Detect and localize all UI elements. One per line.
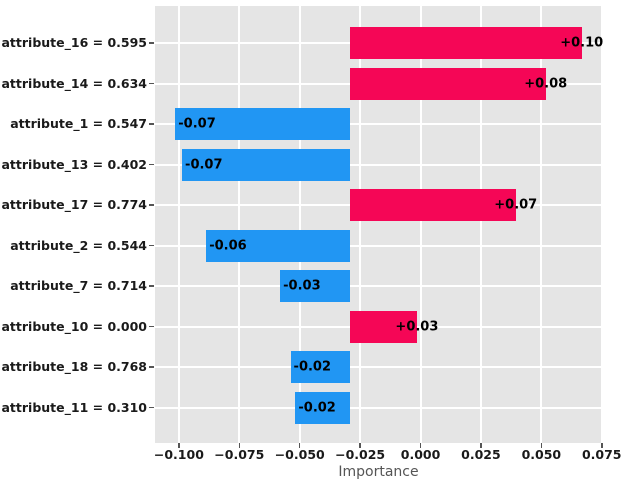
x-tick — [178, 443, 180, 448]
x-tick — [298, 443, 301, 448]
x-tick — [540, 443, 543, 448]
bar-attribute_11 — [295, 391, 351, 424]
bar-attribute_16 — [350, 27, 582, 59]
bar-attribute_2 — [206, 229, 351, 262]
y-tick — [149, 204, 154, 206]
bar-attribute_7 — [280, 270, 351, 302]
y-tick — [149, 42, 154, 44]
bar-attribute_10 — [350, 310, 417, 343]
v-gridline — [177, 6, 180, 443]
x-tick — [601, 443, 603, 448]
y-tick — [149, 285, 154, 287]
h-gridline — [155, 244, 602, 247]
h-gridline — [155, 285, 602, 287]
y-tick — [149, 163, 154, 166]
x-tick-label: 0.050 — [521, 447, 562, 462]
bar-value-label: -0.02 — [293, 359, 332, 375]
y-tick — [149, 123, 154, 125]
y-tick-label: attribute_10 = 0.000 — [1, 318, 148, 334]
h-gridline — [155, 366, 602, 368]
y-tick-label: attribute_14 = 0.634 — [1, 75, 148, 91]
y-tick-label: attribute_1 = 0.547 — [10, 115, 147, 131]
bar-value-label: +0.10 — [560, 35, 604, 51]
y-tick — [149, 406, 154, 409]
bar-attribute_18 — [290, 351, 351, 383]
bar-value-label: +0.03 — [395, 319, 439, 334]
x-tick-label: 0.000 — [400, 447, 441, 462]
x-tick-label: −0.050 — [274, 447, 325, 462]
y-tick — [149, 366, 154, 368]
bar-value-label: -0.02 — [298, 400, 336, 415]
v-gridline — [479, 6, 482, 443]
y-tick — [149, 325, 154, 328]
x-tick — [480, 443, 482, 448]
x-tick-label: −0.025 — [335, 447, 386, 462]
bar-attribute_13 — [182, 148, 351, 181]
y-tick-label: attribute_13 = 0.402 — [1, 156, 148, 172]
y-tick — [149, 244, 154, 247]
h-gridline — [155, 406, 602, 409]
plot-area: +0.10 +0.08 -0.07 -0.07 +0.07 -0.06 -0.03 +0.03… — [155, 6, 604, 443]
x-tick-label: 0.075 — [581, 447, 622, 462]
h-gridline — [155, 163, 602, 166]
x-axis-title: Importance — [338, 464, 419, 480]
v-gridline — [540, 6, 543, 443]
v-gridline — [238, 6, 241, 443]
bar-attribute_14 — [350, 67, 546, 100]
x-tick — [359, 443, 361, 448]
y-tick — [149, 82, 154, 85]
v-gridline — [419, 6, 422, 443]
bar-value-label: +0.07 — [494, 197, 538, 213]
y-tick-label: attribute_2 = 0.544 — [10, 237, 147, 253]
x-tick-label: 0.025 — [461, 447, 501, 462]
y-tick-label: attribute_18 = 0.768 — [1, 358, 148, 374]
y-tick-label: attribute_17 = 0.774 — [1, 196, 148, 212]
x-tick — [238, 443, 241, 448]
bar-attribute_1 — [175, 108, 351, 140]
h-gridline — [155, 123, 602, 125]
v-gridline — [359, 6, 362, 443]
v-gridline — [298, 6, 301, 443]
x-tick — [419, 443, 422, 448]
bar-value-label: -0.07 — [185, 157, 223, 172]
x-tick-label: −0.100 — [153, 447, 204, 462]
bar-value-label: -0.06 — [209, 238, 247, 253]
x-tick-label: −0.075 — [214, 447, 265, 462]
y-tick-label: attribute_16 = 0.595 — [1, 34, 148, 50]
y-tick-label: attribute_7 = 0.714 — [10, 277, 147, 293]
bar-value-label: +0.08 — [524, 76, 568, 91]
v-gridline — [600, 6, 603, 443]
bar-value-label: -0.03 — [283, 278, 321, 294]
y-tick-label: attribute_11 = 0.310 — [1, 399, 148, 415]
bar-value-label: -0.07 — [178, 116, 216, 132]
bar-attribute_17 — [350, 189, 516, 221]
